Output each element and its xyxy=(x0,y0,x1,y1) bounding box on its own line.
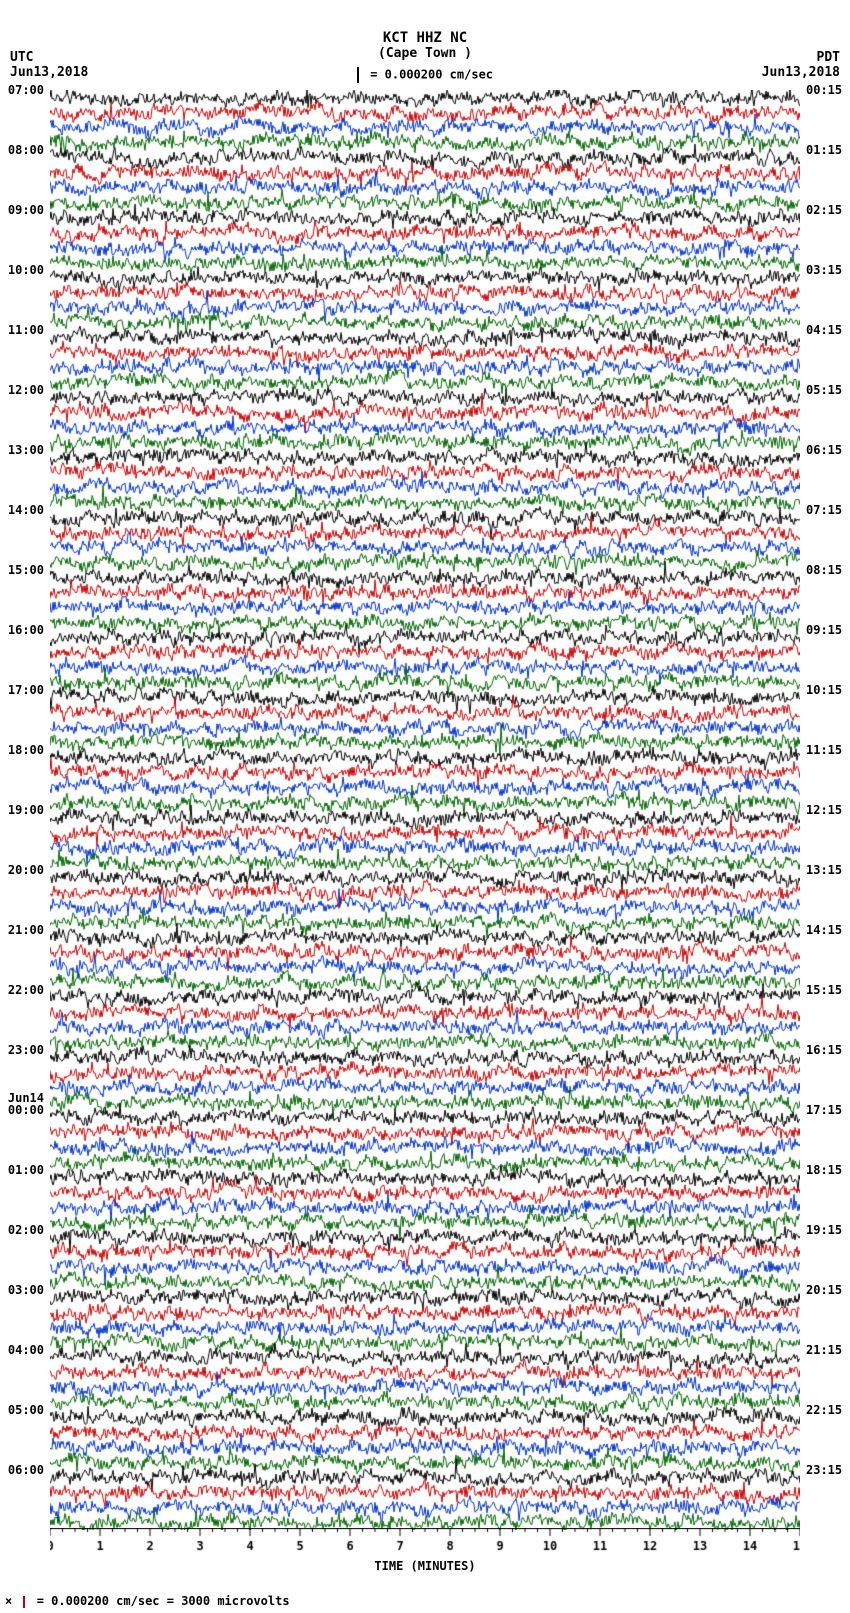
right-time-label: 03:15 xyxy=(806,264,842,276)
right-time-label: 18:15 xyxy=(806,1164,842,1176)
right-time-label: 16:15 xyxy=(806,1044,842,1056)
right-time-label: 20:15 xyxy=(806,1284,842,1296)
right-time-label: 02:15 xyxy=(806,204,842,216)
right-timezone-block: PDT Jun13,2018 xyxy=(762,50,840,80)
station-code: KCT HHZ NC xyxy=(0,0,850,46)
helicorder-canvas xyxy=(50,90,800,1530)
footer-after: = 0.000200 cm/sec = 3000 microvolts xyxy=(37,1594,290,1608)
scale-bar-icon xyxy=(357,67,359,83)
x-axis-canvas xyxy=(50,1528,800,1558)
left-time-label: 08:00 xyxy=(8,144,44,156)
right-time-label: 01:15 xyxy=(806,144,842,156)
scale-text: = 0.000200 cm/sec xyxy=(370,68,493,82)
left-time-label: 23:00 xyxy=(8,1044,44,1056)
left-time-label: 03:00 xyxy=(8,1284,44,1296)
right-time-label: 00:15 xyxy=(806,84,842,96)
left-time-label: 00:00 xyxy=(8,1104,44,1116)
right-time-label: 17:15 xyxy=(806,1104,842,1116)
right-time-label: 21:15 xyxy=(806,1344,842,1356)
right-time-label: 11:15 xyxy=(806,744,842,756)
left-time-label: 19:00 xyxy=(8,804,44,816)
left-time-label: 21:00 xyxy=(8,924,44,936)
left-time-label: 10:00 xyxy=(8,264,44,276)
footer-before: × xyxy=(5,1594,12,1608)
station-location: (Cape Town ) xyxy=(0,46,850,61)
left-date-label: Jun13,2018 xyxy=(10,65,88,80)
left-time-label: 02:00 xyxy=(8,1224,44,1236)
scale-legend: = 0.000200 cm/sec xyxy=(0,61,850,89)
right-time-label: 08:15 xyxy=(806,564,842,576)
left-time-label: 01:00 xyxy=(8,1164,44,1176)
right-time-label: 23:15 xyxy=(806,1464,842,1476)
right-time-label: 19:15 xyxy=(806,1224,842,1236)
left-tz-label: UTC xyxy=(10,50,88,65)
left-time-label: 20:00 xyxy=(8,864,44,876)
right-time-label: 05:15 xyxy=(806,384,842,396)
right-time-label: 12:15 xyxy=(806,804,842,816)
right-time-label: 14:15 xyxy=(806,924,842,936)
right-time-label: 13:15 xyxy=(806,864,842,876)
right-time-label: 09:15 xyxy=(806,624,842,636)
left-time-label: 16:00 xyxy=(8,624,44,636)
left-time-label: 04:00 xyxy=(8,1344,44,1356)
left-time-label: 18:00 xyxy=(8,744,44,756)
helicorder-plot xyxy=(50,90,800,1530)
right-time-label: 07:15 xyxy=(806,504,842,516)
left-time-label: 07:00 xyxy=(8,84,44,96)
x-axis-title: TIME (MINUTES) xyxy=(0,1559,850,1573)
left-time-label: 12:00 xyxy=(8,384,44,396)
right-time-label: 04:15 xyxy=(806,324,842,336)
left-time-label: 05:00 xyxy=(8,1404,44,1416)
footer-bar-icon xyxy=(23,1596,25,1608)
left-time-label: 11:00 xyxy=(8,324,44,336)
helicorder-container: KCT HHZ NC (Cape Town ) UTC Jun13,2018 P… xyxy=(0,0,850,1613)
left-time-label: 13:00 xyxy=(8,444,44,456)
left-time-label: 17:00 xyxy=(8,684,44,696)
left-timezone-block: UTC Jun13,2018 xyxy=(10,50,88,80)
right-time-label: 22:15 xyxy=(806,1404,842,1416)
left-time-label: 22:00 xyxy=(8,984,44,996)
footer-scale-note: × = 0.000200 cm/sec = 3000 microvolts xyxy=(5,1594,290,1608)
left-time-label: 14:00 xyxy=(8,504,44,516)
right-tz-label: PDT xyxy=(762,50,840,65)
left-time-label: 09:00 xyxy=(8,204,44,216)
right-time-label: 06:15 xyxy=(806,444,842,456)
left-time-label: 06:00 xyxy=(8,1464,44,1476)
right-time-label: 15:15 xyxy=(806,984,842,996)
left-time-label: 15:00 xyxy=(8,564,44,576)
right-date-label: Jun13,2018 xyxy=(762,65,840,80)
right-time-label: 10:15 xyxy=(806,684,842,696)
x-axis xyxy=(50,1528,800,1558)
